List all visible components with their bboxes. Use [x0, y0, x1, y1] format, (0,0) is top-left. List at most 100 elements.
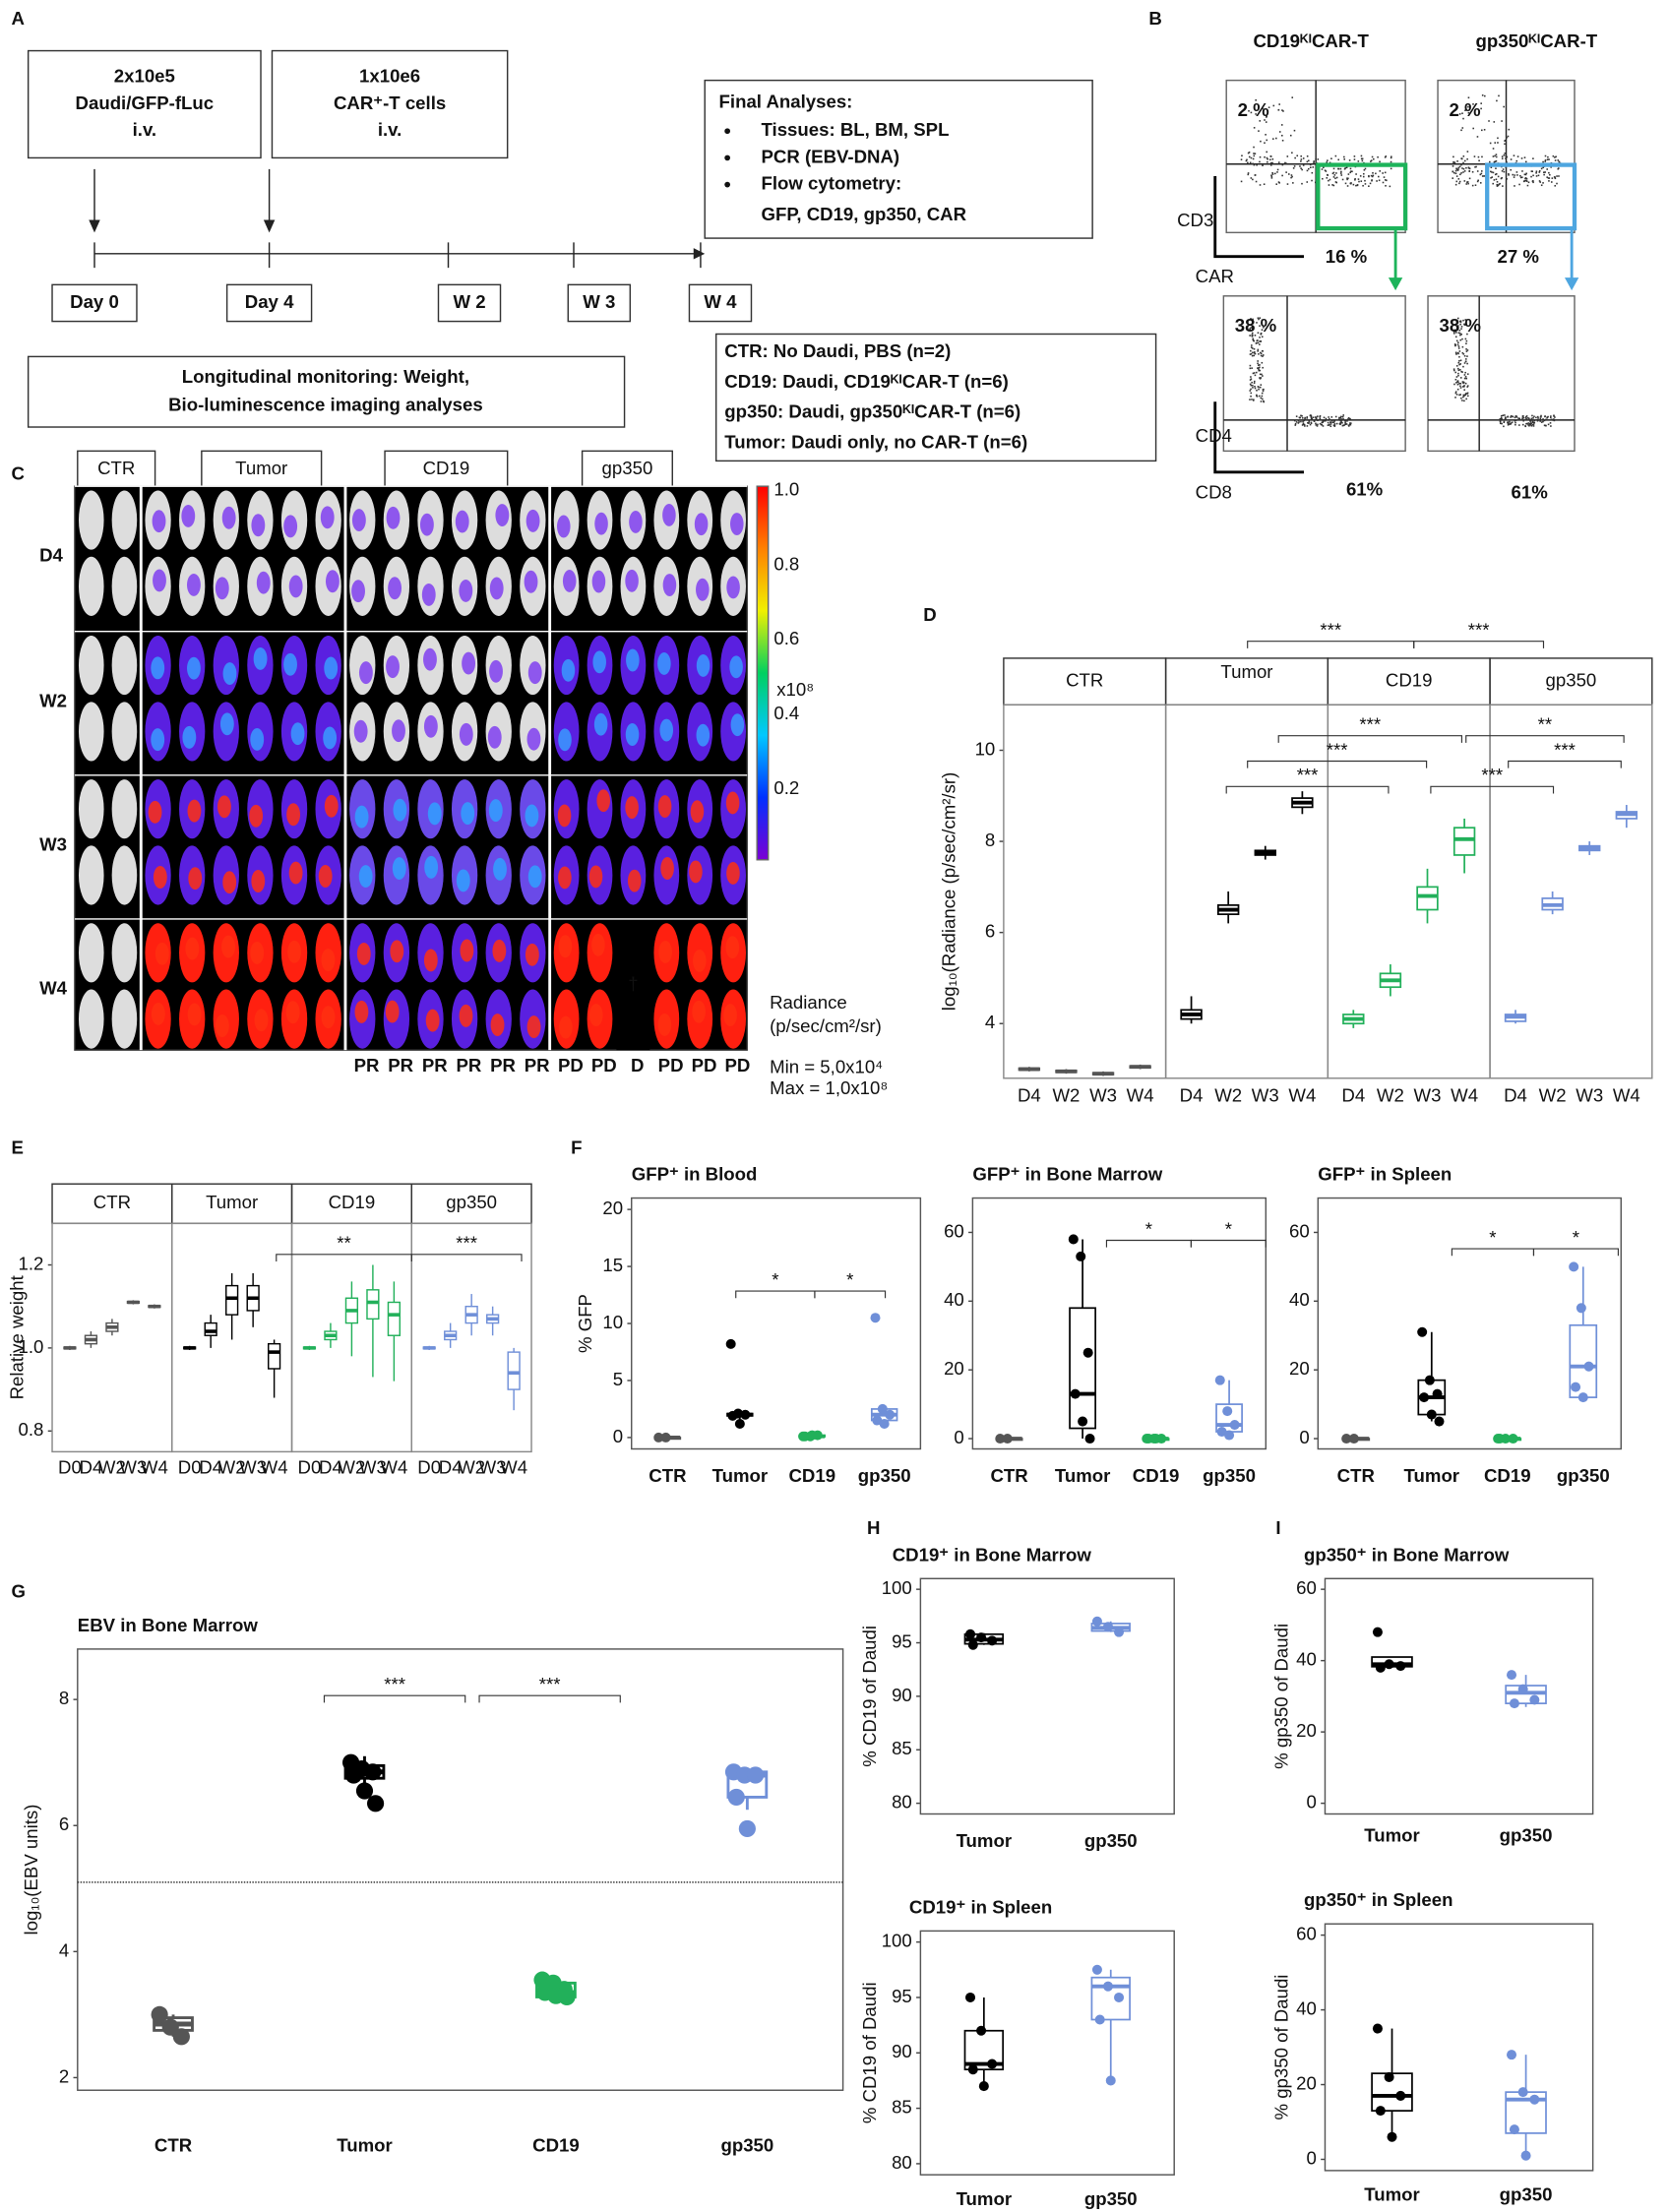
- point: [1372, 1627, 1383, 1637]
- flow-dot: [1325, 417, 1328, 420]
- signal: [283, 652, 297, 676]
- signal: [385, 1000, 400, 1023]
- flow-dot: [1507, 423, 1510, 426]
- point: [1105, 2075, 1116, 2086]
- y-tick-label: 0: [954, 1427, 963, 1447]
- flow-dot: [1456, 343, 1459, 346]
- colorbar: [756, 485, 770, 861]
- chart-title: EBV in Bone Marrow: [78, 1615, 259, 1635]
- flow-dot: [1490, 176, 1492, 179]
- flow-dot: [1250, 111, 1253, 114]
- flow-dot: [1384, 179, 1387, 181]
- flow-dot: [1327, 421, 1329, 424]
- flow-dot: [1526, 184, 1529, 187]
- panel-letter: I: [1275, 1517, 1280, 1538]
- flow-dot: [1460, 397, 1462, 399]
- mouse: [78, 989, 104, 1049]
- flow-dot: [1294, 422, 1297, 425]
- flow-dot: [1523, 173, 1526, 176]
- y-tick-label: 60: [1289, 1220, 1310, 1241]
- flow-dot: [1259, 325, 1261, 327]
- x-tick-label: CTR: [1337, 1465, 1376, 1486]
- flow-dot: [1262, 354, 1265, 356]
- flow-dot: [1257, 362, 1259, 365]
- flow-dot: [1542, 160, 1544, 163]
- plot-frame: [77, 1648, 844, 2091]
- flow-dot: [1466, 333, 1468, 336]
- flow-dot: [1292, 167, 1295, 169]
- point: [1084, 1434, 1095, 1444]
- flow-dot: [1309, 423, 1312, 426]
- point: [1495, 1434, 1506, 1444]
- signal: [152, 510, 166, 533]
- flow-dot: [1261, 361, 1264, 364]
- flow-dot: [1263, 326, 1265, 329]
- arrow-head: [263, 219, 276, 233]
- signal: [250, 727, 265, 751]
- signal: [423, 647, 437, 671]
- flow-dot: [1507, 421, 1510, 423]
- signal: [181, 504, 196, 527]
- flow-dot: [1259, 369, 1262, 372]
- flow-dot: [1458, 180, 1461, 183]
- flow-dot: [1544, 171, 1546, 173]
- flow-dot: [1464, 360, 1467, 363]
- legend-entry: Tumor: Daudi only, no CAR-T (n=6): [724, 431, 1027, 452]
- flow-dot: [1261, 329, 1264, 331]
- flow-dot: [1527, 424, 1529, 426]
- flow-dot: [1309, 166, 1312, 169]
- group-legend: [714, 333, 1157, 462]
- flow-dot: [1319, 414, 1322, 417]
- flow-dot: [1267, 157, 1268, 160]
- y-tick-label: 5: [613, 1369, 623, 1389]
- flow-dot: [1340, 418, 1342, 420]
- x-tick-label: W2: [218, 1456, 246, 1477]
- flow-dot: [1524, 425, 1526, 427]
- signal: [693, 949, 707, 972]
- flow-dot: [1492, 148, 1495, 150]
- signal: [725, 791, 740, 815]
- x-tick-label: W3: [1089, 1084, 1117, 1105]
- flow-dot: [1321, 168, 1324, 170]
- flow-dot: [1254, 385, 1256, 388]
- flow-dot: [1275, 137, 1277, 140]
- point: [967, 1639, 978, 1650]
- flow-dot: [1368, 175, 1370, 178]
- flow-dot: [1524, 177, 1526, 180]
- colorbar-unit: x10⁸: [776, 679, 814, 700]
- x-tick-label: gp350: [1203, 1465, 1256, 1486]
- flow-axis-label: CD8: [1196, 481, 1232, 502]
- flow-dot: [1501, 177, 1503, 179]
- flow-dot: [1550, 425, 1552, 427]
- point: [879, 1418, 890, 1430]
- flow-dot: [1507, 135, 1510, 138]
- flow-dot: [1280, 124, 1283, 126]
- flow-dot: [1558, 160, 1561, 163]
- flow-dot: [1466, 181, 1468, 183]
- y-tick-label: 2: [59, 2065, 69, 2086]
- flow-dot: [1480, 170, 1483, 172]
- x-tick-label: D4: [319, 1456, 342, 1477]
- flow-dot: [1548, 171, 1550, 174]
- flow-dot: [1453, 155, 1454, 158]
- flow-dot: [1553, 419, 1556, 421]
- x-tick-label: CTR: [990, 1465, 1028, 1486]
- signal: [626, 648, 640, 672]
- flow-dot: [1308, 420, 1311, 422]
- group-label: CD19: [423, 458, 470, 478]
- flow-dot: [1466, 362, 1468, 365]
- significance: *: [772, 1269, 778, 1290]
- flow-dot: [1261, 336, 1264, 338]
- flow-dot: [1460, 157, 1463, 159]
- flow-dot: [1462, 353, 1465, 355]
- y-axis-label: % gp350 of Daudi: [1270, 1975, 1291, 2120]
- y-tick-label: 0.8: [19, 1419, 44, 1440]
- signal: [526, 1015, 541, 1039]
- flow-dot: [1548, 180, 1550, 182]
- significance: ***: [539, 1674, 561, 1694]
- flow-dot: [1459, 382, 1462, 385]
- flow-dot: [1558, 175, 1560, 177]
- flow-dot: [1359, 175, 1362, 177]
- facet-label: CD19: [329, 1192, 376, 1212]
